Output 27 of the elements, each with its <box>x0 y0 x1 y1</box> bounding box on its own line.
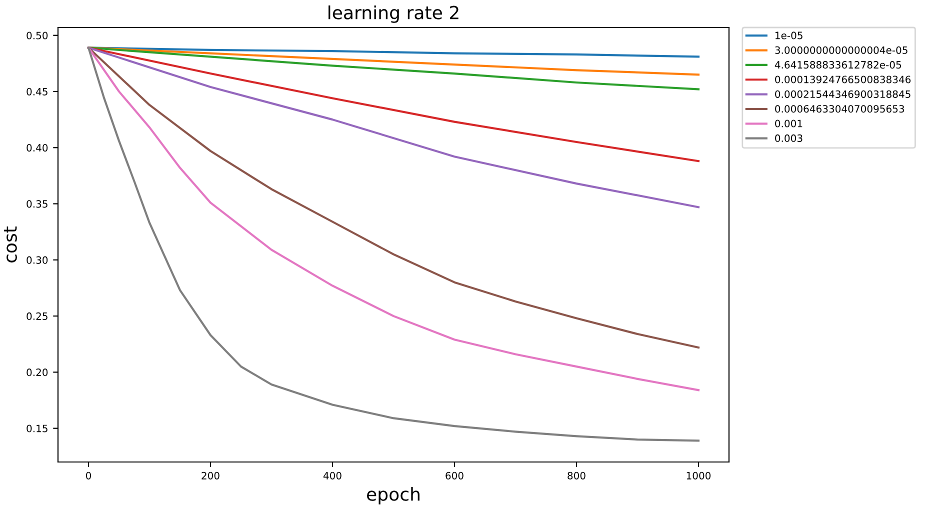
x-tick-label: 200 <box>202 472 220 480</box>
line-series <box>87 46 700 208</box>
y-tick-label: 0.25 <box>26 312 48 320</box>
y-tick-label: 0.35 <box>26 200 48 208</box>
x-axis-title: epoch <box>367 486 420 504</box>
legend-label: 3.0000000000000004e-05 <box>775 46 908 54</box>
y-axis-title: cost <box>4 226 17 262</box>
x-tick-label: 600 <box>446 472 464 480</box>
y-tick-label: 0.15 <box>26 424 48 432</box>
legend-label: 0.00013924766500838346 <box>775 76 911 84</box>
x-tick-label: 1000 <box>686 472 711 480</box>
y-tick-label: 0.45 <box>26 88 48 96</box>
legend-label: 4.641588833612782e-05 <box>774 61 902 69</box>
legend-label: 0.0006463304070095653 <box>775 105 904 113</box>
y-tick-label: 0.30 <box>26 256 48 264</box>
y-tick-label: 0.50 <box>26 32 48 40</box>
legend-label: 0.001 <box>775 120 802 128</box>
legend-label: 1e-05 <box>776 32 802 40</box>
chart-title: learning rate 2 <box>328 5 458 23</box>
y-tick-label: 0.20 <box>26 368 48 376</box>
line-series <box>87 46 700 76</box>
x-tick-label: 800 <box>568 472 586 480</box>
y-tick-label: 0.40 <box>26 144 48 152</box>
x-tick-label: 400 <box>323 472 342 480</box>
legend-label: 0.00021544346900318845 <box>775 90 910 98</box>
x-tick-label: 0 <box>86 472 92 480</box>
legend-label: 0.003 <box>775 134 802 142</box>
